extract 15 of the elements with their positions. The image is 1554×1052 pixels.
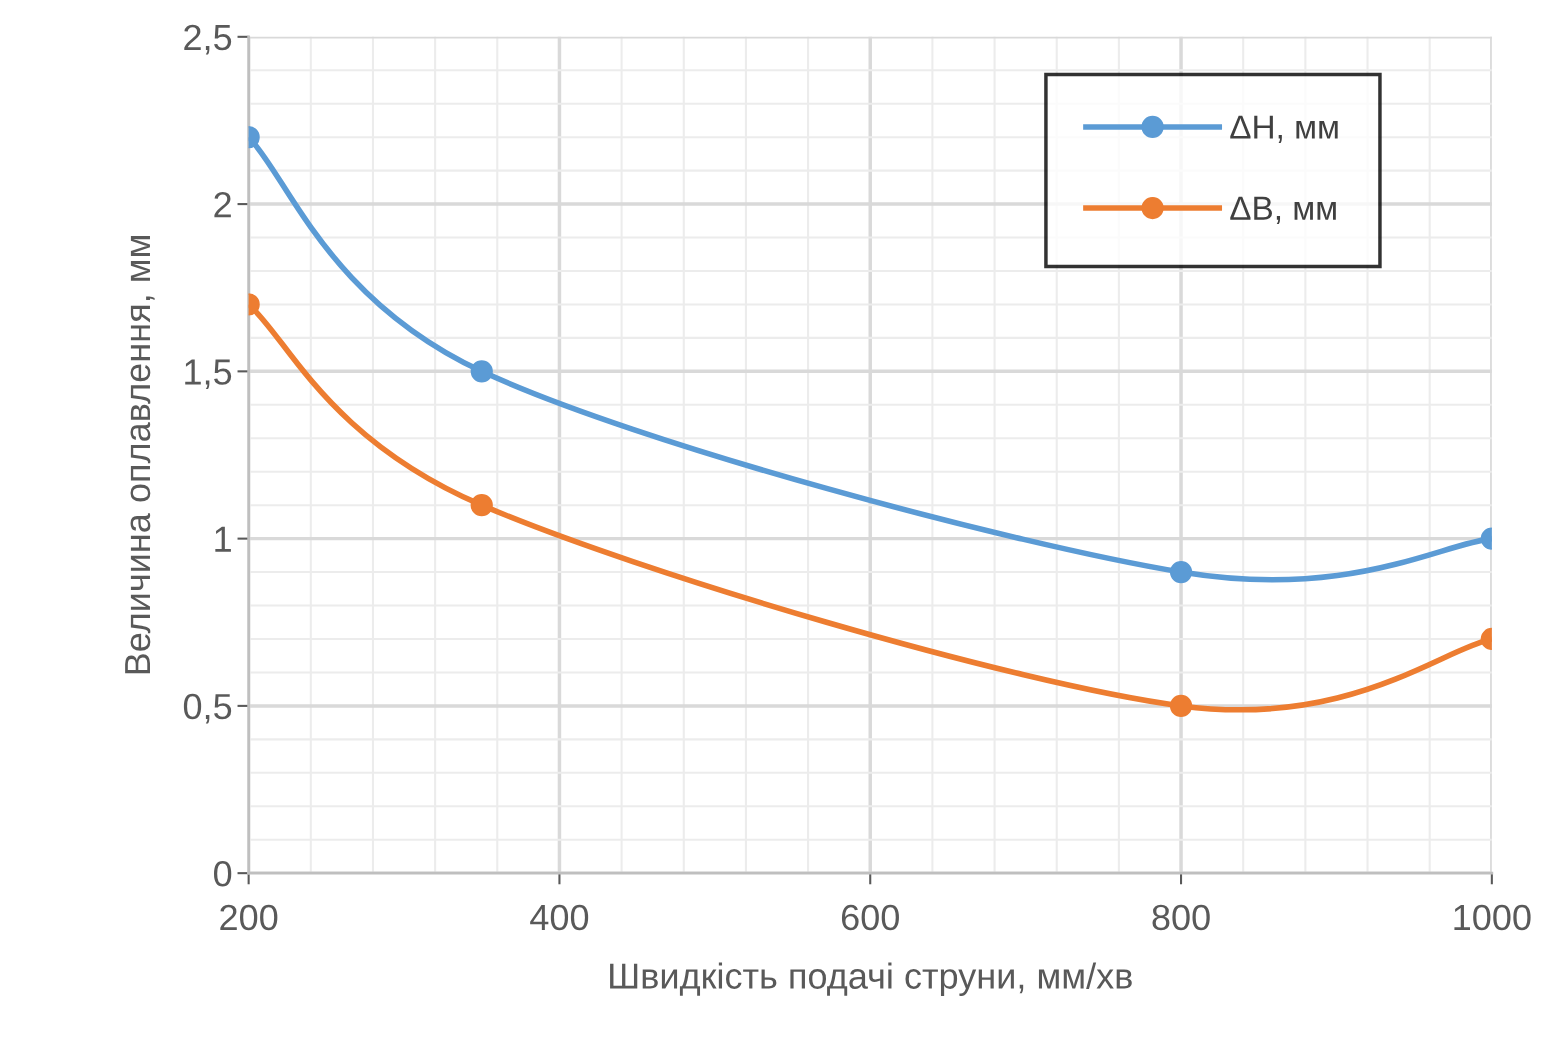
x-tick-label: 1000 (1454, 904, 1531, 931)
y-tick-label: 1 (215, 526, 231, 552)
x-tick-label: 600 (841, 904, 899, 931)
x-axis-title: Швидкість подачі струни, мм/хв (610, 962, 1132, 997)
x-tick-label: 400 (530, 904, 589, 931)
y-tick-label: 0,5 (183, 693, 232, 724)
y-tick-label: 1,5 (185, 359, 232, 390)
y-axis-title: Величина оплавлення, мм (125, 236, 155, 674)
x-tick-label: 800 (1152, 904, 1210, 931)
legend-label: ΔB, мм (1230, 196, 1336, 224)
x-tick-label: 200 (220, 904, 278, 931)
legend-label: ΔH, мм (1230, 115, 1338, 143)
y-tick-label: 2 (214, 191, 231, 218)
y-tick-label: 2,5 (184, 24, 232, 55)
y-tick-label: 0 (214, 861, 232, 887)
